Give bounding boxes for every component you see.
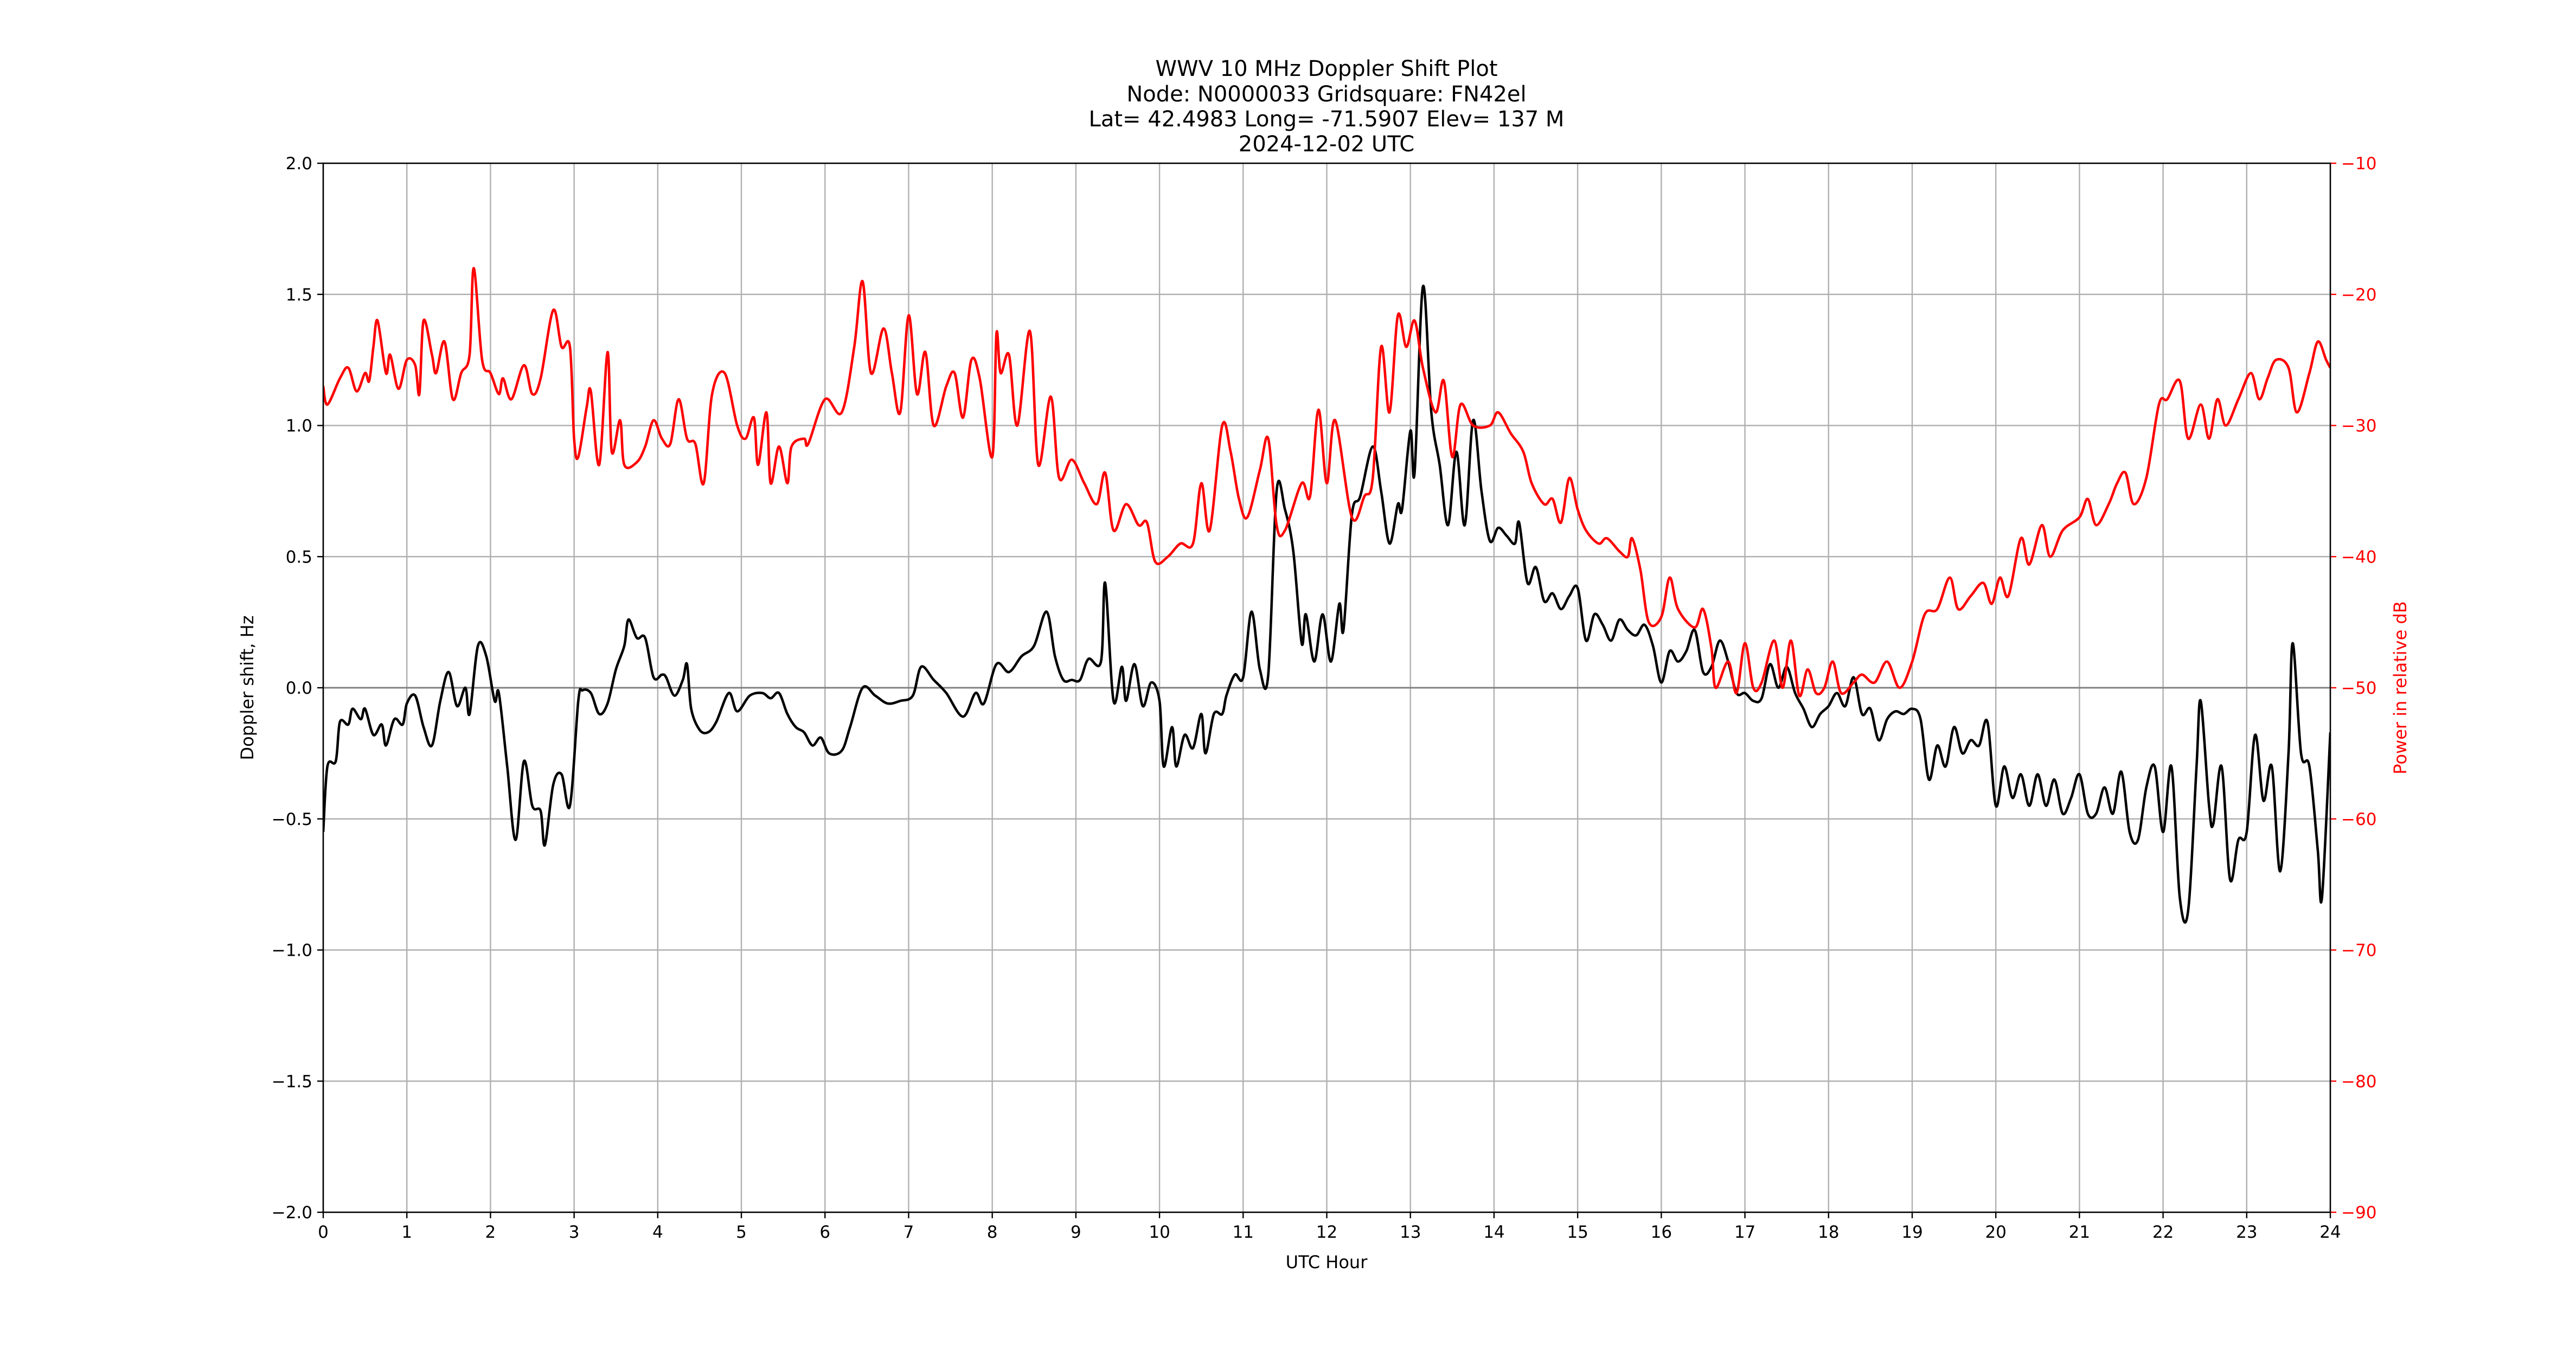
- power-series-line: [323, 267, 2330, 698]
- y2-tick-label: −80: [2341, 1072, 2376, 1091]
- y-tick-label: 0.0: [286, 679, 312, 698]
- x-tick-label: 15: [1567, 1223, 1588, 1242]
- x-tick-label: 13: [1400, 1223, 1421, 1242]
- y2-tick-label: −30: [2341, 417, 2376, 436]
- x-tick-label: 11: [1233, 1223, 1254, 1242]
- x-tick-label: 22: [2152, 1223, 2174, 1242]
- x-tick-label: 24: [2319, 1223, 2341, 1242]
- y2-axis-label: Power in relative dB: [2390, 601, 2411, 774]
- y2-tick-label: −50: [2341, 679, 2376, 698]
- y2-tick-label: −20: [2341, 285, 2376, 305]
- x-tick-label: 9: [1071, 1223, 1081, 1242]
- y2-tick-label: −60: [2341, 810, 2376, 829]
- x-tick-label: 4: [652, 1223, 663, 1242]
- y2-tick-label: −70: [2341, 941, 2376, 961]
- y2-tick-label: −40: [2341, 547, 2376, 567]
- y-tick-label: −2.0: [272, 1203, 312, 1223]
- x-tick-label: 23: [2236, 1223, 2257, 1242]
- x-tick-label: 7: [903, 1223, 914, 1242]
- y-axis-label: Doppler shift, Hz: [237, 615, 258, 760]
- grid: [323, 163, 2330, 1212]
- y-tick-label: 1.0: [286, 417, 312, 436]
- x-tick-label: 1: [401, 1223, 412, 1242]
- series-lines: [323, 267, 2330, 924]
- title-line-1: WWV 10 MHz Doppler Shift Plot: [1155, 56, 1497, 81]
- title-line-3: Lat= 42.4983 Long= -71.5907 Elev= 137 M: [1089, 107, 1565, 132]
- y-tick-label: 0.5: [286, 547, 312, 567]
- title-line-4: 2024-12-02 UTC: [1239, 132, 1414, 157]
- chart-title: WWV 10 MHz Doppler Shift Plot Node: N000…: [1089, 56, 1565, 157]
- x-tick-label: 3: [569, 1223, 580, 1242]
- y-tick-label: 2.0: [286, 154, 312, 174]
- plot-frame: [322, 162, 2331, 1213]
- x-tick-label: 17: [1734, 1223, 1755, 1242]
- axes: 0 1 2 3 4 5 6 7 8 9 10 11 12 13 14 15 16 17 18 19 20 21 22 23 24…: [272, 154, 2377, 1242]
- x-tick-label: 10: [1149, 1223, 1170, 1242]
- x-tick-label: 14: [1483, 1223, 1504, 1242]
- x-tick-label: 18: [1818, 1223, 1839, 1242]
- y2-tick-label: −10: [2341, 154, 2376, 174]
- y-tick-label: 1.5: [286, 285, 312, 305]
- x-tick-label: 21: [2069, 1223, 2090, 1242]
- x-tick-label: 12: [1316, 1223, 1337, 1242]
- x-tick-label: 5: [736, 1223, 747, 1242]
- x-tick-label: 19: [1901, 1223, 1923, 1242]
- x-tick-label: 6: [819, 1223, 830, 1242]
- x-tick-label: 8: [987, 1223, 998, 1242]
- x-axis-label: UTC Hour: [1286, 1252, 1368, 1272]
- x-tick-label: 2: [485, 1223, 496, 1242]
- title-line-2: Node: N0000033 Gridsquare: FN42el: [1126, 82, 1526, 107]
- x-tick-label: 0: [318, 1223, 329, 1242]
- y2-tick-label: −90: [2341, 1203, 2376, 1223]
- y-tick-label: −0.5: [272, 810, 312, 829]
- y-tick-label: −1.0: [272, 941, 312, 961]
- x-tick-label: 20: [1985, 1223, 2006, 1242]
- x-tick-label: 16: [1651, 1223, 1672, 1242]
- y-tick-label: −1.5: [272, 1072, 312, 1091]
